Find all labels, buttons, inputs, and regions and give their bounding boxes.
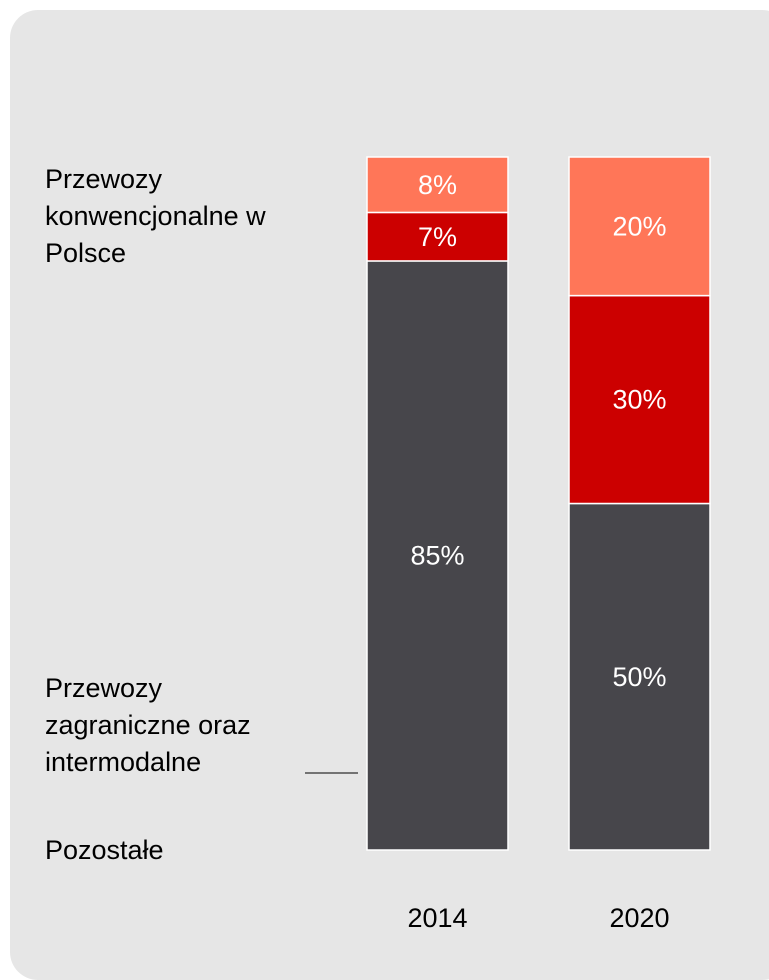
page: Przewozy konwencjonalne w Polsce Przewoz… <box>10 10 769 980</box>
value-label: 50% <box>612 662 666 692</box>
value-label: 8% <box>418 170 457 200</box>
bar-segment <box>568 156 711 297</box>
legend-label: Pozostałe <box>45 835 164 865</box>
value-label: 20% <box>612 211 666 241</box>
bar-segment <box>568 294 711 505</box>
chart: 85% 7% 8% 2014 50% 30% 20% 2020 <box>305 156 711 933</box>
x-tick-label: 2014 <box>407 903 467 933</box>
bar-segment <box>568 502 711 851</box>
bar-segment <box>366 211 509 262</box>
value-label: 85% <box>410 541 464 571</box>
x-tick-label: 2020 <box>609 903 669 933</box>
bar-segment <box>366 156 509 214</box>
value-label: 7% <box>418 222 457 252</box>
value-label: 30% <box>612 385 666 415</box>
legend-label: Przewozy zagraniczne oraz intermodalne <box>45 673 251 777</box>
legend-label: Przewozy konwencjonalne w Polsce <box>45 164 266 268</box>
